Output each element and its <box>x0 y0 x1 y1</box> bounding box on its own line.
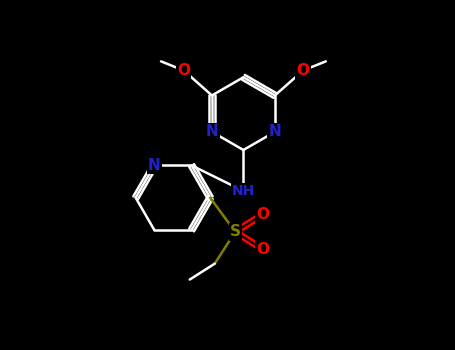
Text: O: O <box>256 207 269 222</box>
Text: NH: NH <box>232 184 255 198</box>
Text: N: N <box>206 124 218 139</box>
Text: N: N <box>268 124 281 139</box>
Text: S: S <box>230 224 241 239</box>
Text: N: N <box>148 158 161 173</box>
Text: O: O <box>297 63 309 78</box>
Text: O: O <box>177 63 190 78</box>
Text: O: O <box>256 241 269 257</box>
